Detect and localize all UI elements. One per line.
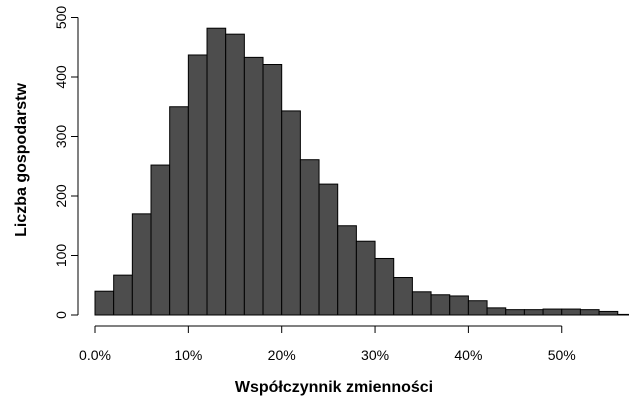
y-tick-label: 0 <box>53 311 69 319</box>
y-tick-label: 500 <box>53 6 69 30</box>
histogram-bar <box>449 295 469 316</box>
histogram-bar <box>374 257 395 316</box>
histogram-bar <box>299 159 320 316</box>
histogram-bar <box>523 309 544 316</box>
x-axis-title: Współczynnik zmienności <box>235 379 433 396</box>
y-axis: 0 100 200 300 400 500 <box>53 6 79 319</box>
histogram-bar <box>542 308 563 316</box>
histogram-bar <box>243 56 264 316</box>
histogram-bar <box>430 294 451 316</box>
histogram-bar <box>337 225 357 316</box>
histogram-bar <box>131 213 152 316</box>
histogram-bar <box>467 300 488 316</box>
histogram-bar <box>411 291 432 316</box>
histogram-bar <box>505 309 525 316</box>
y-axis-title: Liczba gospodarstw <box>13 83 30 237</box>
histogram-bar <box>94 290 115 316</box>
histogram-bar <box>486 307 507 316</box>
histogram-bar <box>187 54 208 316</box>
histogram-bar <box>150 164 171 316</box>
y-tick-label: 400 <box>53 65 69 89</box>
x-tick-label: 0.0% <box>79 347 111 363</box>
histogram-bar <box>598 310 619 316</box>
histogram-bar <box>579 309 600 316</box>
x-tick-label: 10% <box>174 347 202 363</box>
x-axis: 0.0% 10% 20% 30% 40% 50% <box>79 325 576 363</box>
histogram-bar <box>113 274 133 316</box>
histogram-bars <box>94 27 629 316</box>
histogram-bar <box>617 313 629 316</box>
y-tick-label: 200 <box>53 184 69 208</box>
histogram-bar <box>169 106 189 316</box>
y-tick-label: 100 <box>53 244 69 268</box>
x-tick-label: 40% <box>454 347 482 363</box>
histogram-bar <box>318 183 339 316</box>
x-tick-label: 50% <box>548 347 576 363</box>
histogram-bar <box>262 64 283 316</box>
histogram-bar <box>393 277 413 316</box>
x-tick-label: 20% <box>268 347 296 363</box>
y-tick-label: 300 <box>53 125 69 149</box>
histogram-bar <box>225 33 245 316</box>
histogram-bar <box>281 110 301 316</box>
histogram-bar <box>355 240 376 316</box>
histogram-bar <box>206 27 227 316</box>
x-tick-label: 30% <box>361 347 389 363</box>
histogram-bar <box>561 308 581 316</box>
